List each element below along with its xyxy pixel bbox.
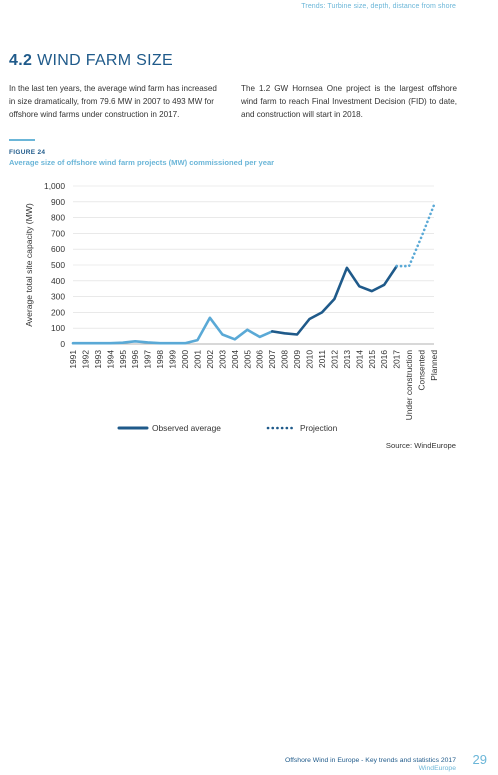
figure-rule (9, 139, 35, 141)
line-chart: 0 100 200 300 400 500 600 700 800 900 1,000 Average… (24, 181, 439, 433)
running-head: Trends: Turbine size, depth, distance fr… (301, 3, 456, 10)
footer-text: Offshore Wind in Europe - Key trends and… (284, 757, 456, 764)
y-tick-label: 600 (51, 244, 65, 254)
x-tick-label: 2014 (354, 350, 364, 369)
observed-series-line-recent (270, 264, 399, 336)
section-title-text: WIND FARM SIZE (37, 52, 173, 69)
x-tick-label: Under construction (404, 350, 414, 421)
y-tick-label: 800 (51, 213, 65, 223)
x-tick-label: 1994 (105, 350, 115, 369)
x-tick-label: 2003 (217, 350, 227, 369)
page-number: 29 (472, 752, 487, 767)
x-tick-label: 1991 (68, 350, 78, 369)
body-paragraph-right: The 1.2 GW Hornsea One project is the la… (241, 84, 457, 119)
section-title: 4.2 WIND FARM SIZE (9, 52, 173, 70)
y-tick-label: 300 (51, 292, 65, 302)
x-tick-label: 2002 (205, 350, 215, 369)
projection-series-line (395, 203, 436, 268)
y-axis-label: Average total site capacity (MW) (24, 203, 34, 327)
y-tick-label: 400 (51, 276, 65, 286)
x-tick-label: 2005 (242, 350, 252, 369)
x-tick-label: 2001 (192, 350, 202, 369)
x-tick-label: Consented (417, 350, 427, 391)
x-tick-label: 2008 (280, 350, 290, 369)
y-tick-label: 200 (51, 307, 65, 317)
legend-observed-label: Observed average (152, 423, 221, 433)
x-tick-label: 2012 (329, 350, 339, 369)
x-tick-label: 2010 (305, 350, 315, 369)
body-paragraph-left: In the last ten years, the average wind … (9, 84, 217, 119)
x-tick-label: 2000 (180, 350, 190, 369)
figure-title: Average size of offshore wind farm proje… (9, 158, 275, 167)
x-tick-label: 1996 (130, 350, 140, 369)
x-tick-label: 2016 (379, 350, 389, 369)
x-tick-label: 2004 (230, 350, 240, 369)
section-number: 4.2 (9, 52, 33, 69)
x-tick-label: 1998 (155, 350, 165, 369)
observed-series-line-early (71, 316, 274, 345)
x-tick-label: 2013 (342, 350, 352, 369)
x-tick-label: 1992 (80, 350, 90, 369)
x-tick-label: 2009 (292, 350, 302, 369)
y-tick-label: 500 (51, 260, 65, 270)
y-tick-label: 0 (60, 339, 65, 349)
x-tick-label: 2006 (255, 350, 265, 369)
figure-label: FIGURE 24 (9, 149, 46, 156)
x-tick-label: 1993 (93, 350, 103, 369)
footer-org: WindEurope (418, 765, 456, 772)
y-tick-label: 700 (51, 228, 65, 238)
x-tick-label: 1995 (118, 350, 128, 369)
legend-projection-label: Projection (300, 423, 338, 433)
y-tick-label: 900 (51, 197, 65, 207)
y-tick-label: 100 (51, 323, 65, 333)
figure-source: Source: WindEurope (385, 441, 456, 450)
x-tick-label: 2011 (317, 350, 327, 368)
x-tick-label: 2015 (367, 350, 377, 369)
x-tick-label: 1997 (143, 350, 153, 369)
y-tick-label: 1,000 (44, 181, 65, 191)
x-tick-label: 2017 (392, 350, 402, 369)
x-tick-label: Planned (429, 350, 439, 381)
x-tick-label: 2007 (267, 350, 277, 369)
x-tick-label: 1999 (168, 350, 178, 369)
